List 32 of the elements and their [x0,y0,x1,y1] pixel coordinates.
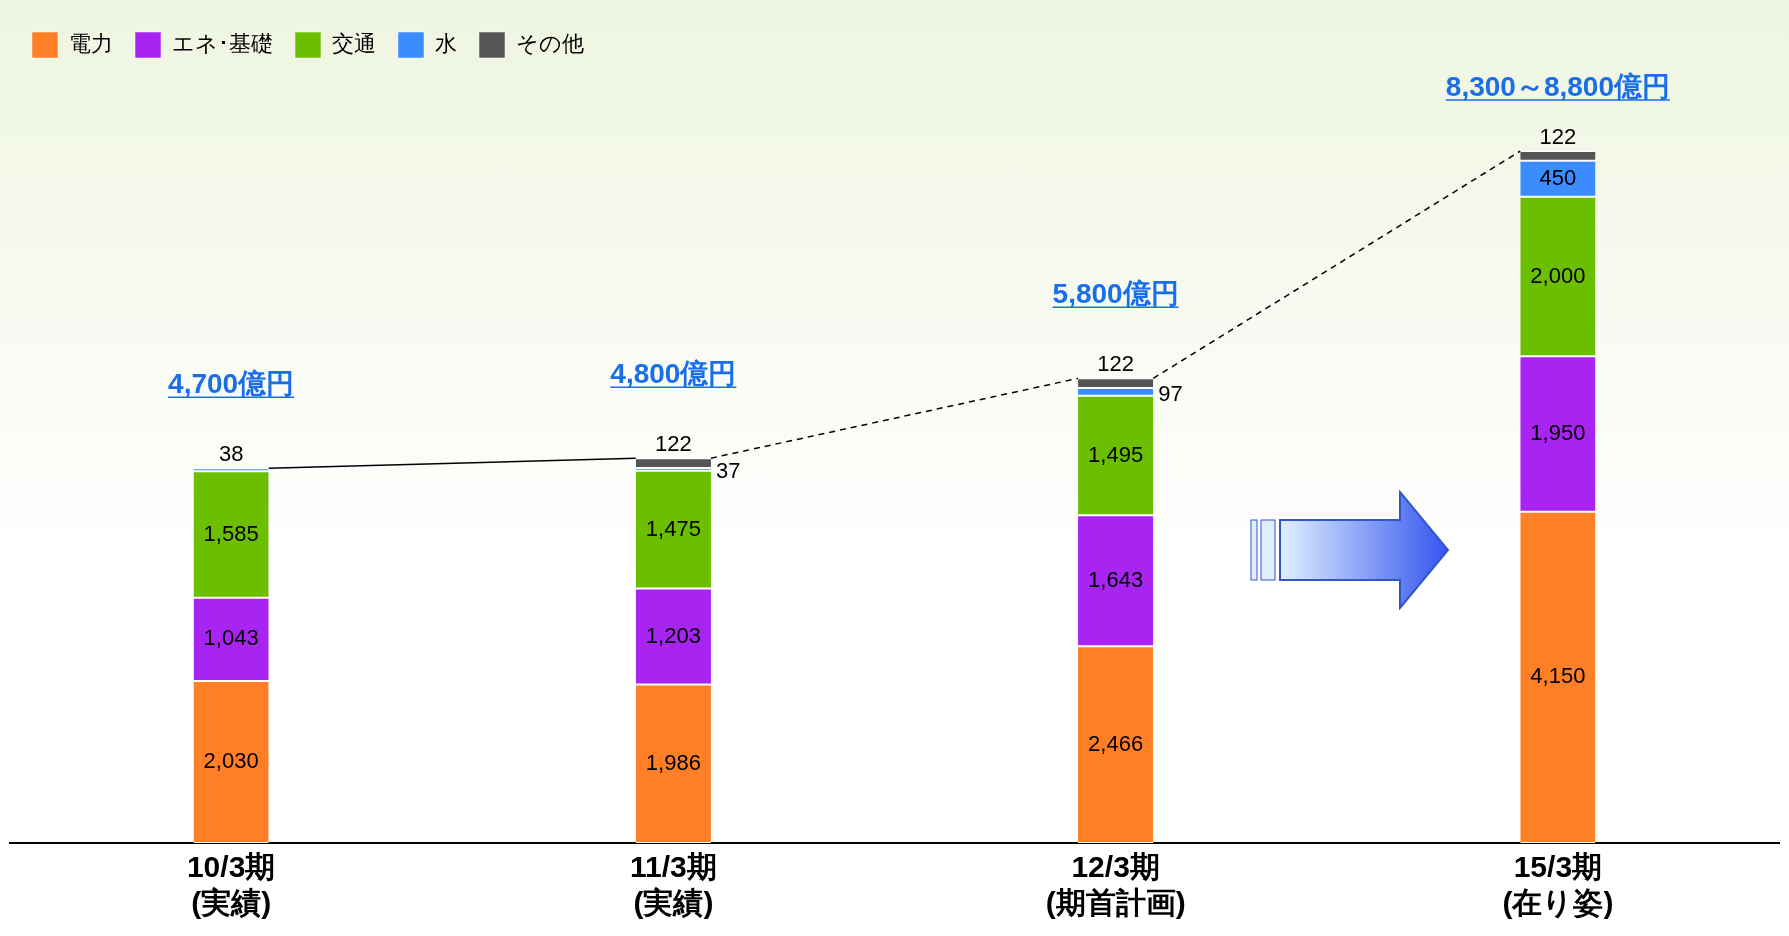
legend-label: その他 [516,30,584,56]
data-label: 122 [1539,124,1577,150]
data-label: 4,150 [1530,663,1586,689]
annotation: 5,800億円 [1052,278,1179,310]
x-tick-label: 10/3期 (実績) [186,850,276,920]
data-label: 37 [715,458,741,484]
data-label: 1,043 [203,625,259,651]
data-label: 38 [218,441,244,467]
text: 8,300～8,800億円 [1445,71,1670,103]
data-label: 1,585 [203,520,259,546]
data-label: 1,495 [1088,441,1144,467]
legend-label: 水 [435,30,457,56]
x-tick-label: 11/3期 (実績) [630,850,717,920]
x-tick-label: 15/3期 (在り姿) [1502,850,1614,920]
data-label: 450 [1539,164,1577,190]
data-label: 2,030 [203,748,259,774]
annotation: 4,700億円 [168,368,295,400]
data-label: 1,475 [645,515,701,541]
data-label: 122 [655,431,692,457]
data-label: 97 [1158,381,1183,407]
data-label: 1,950 [1530,420,1586,446]
data-label: 1,203 [645,622,701,648]
data-label: 1,643 [1088,566,1144,592]
data-label: 1,986 [645,749,701,775]
data-label: 2,466 [1088,730,1144,756]
data-label: 122 [1097,351,1134,377]
legend-label: 電力 [69,30,113,56]
data-label: 2,000 [1530,262,1586,288]
legend-label: 交通 [332,30,376,56]
legend-label: エネ･基礎 [172,30,273,56]
annotation: 4,800億円 [610,358,737,390]
x-tick-label: 12/3期 (期首計画) [1045,850,1186,920]
